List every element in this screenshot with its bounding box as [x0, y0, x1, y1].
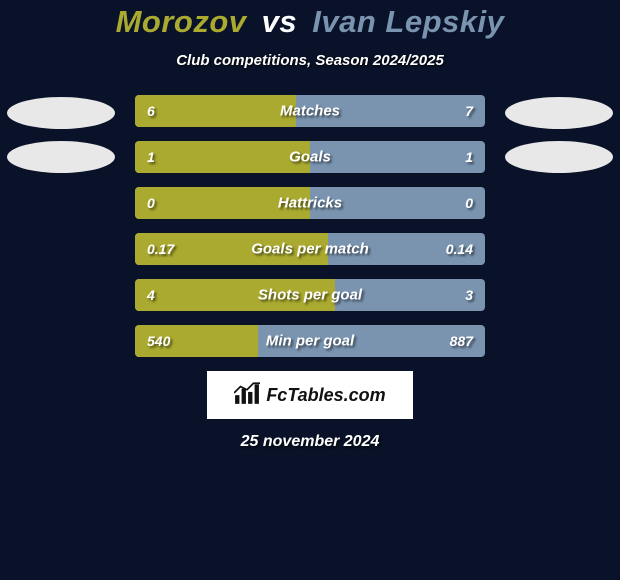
stat-label: Matches	[280, 103, 340, 120]
stat-bar: 0.17 Goals per match 0.14	[135, 233, 485, 265]
footer-date: 25 november 2024	[0, 433, 620, 451]
comparison-card: Morozov vs Ivan Lepskiy Club competition…	[0, 0, 620, 451]
stat-left-value: 540	[147, 333, 170, 349]
stat-label: Goals	[289, 149, 331, 166]
stat-label: Goals per match	[251, 241, 369, 258]
stat-right-value: 1	[465, 149, 473, 165]
brand-watermark: FcTables.com	[207, 371, 413, 419]
stat-label: Hattricks	[278, 195, 342, 212]
stat-right-value: 0	[465, 195, 473, 211]
stat-right-value: 887	[450, 333, 473, 349]
brand-text: FcTables.com	[266, 385, 385, 406]
stat-bar: 1 Goals 1	[135, 141, 485, 173]
stat-bars: 6 Matches 7 1 Goals 1 0 Hattricks 0 0.17 Goals per…	[135, 95, 485, 357]
left-badges	[7, 97, 115, 173]
stat-left-value: 6	[147, 103, 155, 119]
stat-label: Shots per goal	[258, 287, 362, 304]
team-badge-placeholder	[505, 141, 613, 173]
stat-bar: 6 Matches 7	[135, 95, 485, 127]
vs-label: vs	[262, 4, 297, 39]
team-badge-placeholder	[7, 141, 115, 173]
stat-bar-left-fill	[135, 95, 296, 127]
stat-right-value: 3	[465, 287, 473, 303]
stat-right-value: 7	[465, 103, 473, 119]
player2-name: Ivan Lepskiy	[312, 4, 504, 39]
stat-left-value: 0.17	[147, 241, 174, 257]
team-badge-placeholder	[7, 97, 115, 129]
stat-left-value: 1	[147, 149, 155, 165]
bar-chart-icon	[234, 382, 260, 409]
stat-left-value: 0	[147, 195, 155, 211]
stat-bar-left-fill	[135, 141, 310, 173]
player1-name: Morozov	[116, 4, 247, 39]
page-title: Morozov vs Ivan Lepskiy	[0, 4, 620, 40]
right-badges	[505, 97, 613, 173]
stat-right-value: 0.14	[446, 241, 473, 257]
stat-bar: 4 Shots per goal 3	[135, 279, 485, 311]
subtitle: Club competitions, Season 2024/2025	[0, 52, 620, 69]
team-badge-placeholder	[505, 97, 613, 129]
stats-grid: 6 Matches 7 1 Goals 1 0 Hattricks 0 0.17 Goals per…	[0, 95, 620, 357]
stat-bar: 540 Min per goal 887	[135, 325, 485, 357]
stat-label: Min per goal	[266, 333, 354, 350]
stat-left-value: 4	[147, 287, 155, 303]
stat-bar: 0 Hattricks 0	[135, 187, 485, 219]
